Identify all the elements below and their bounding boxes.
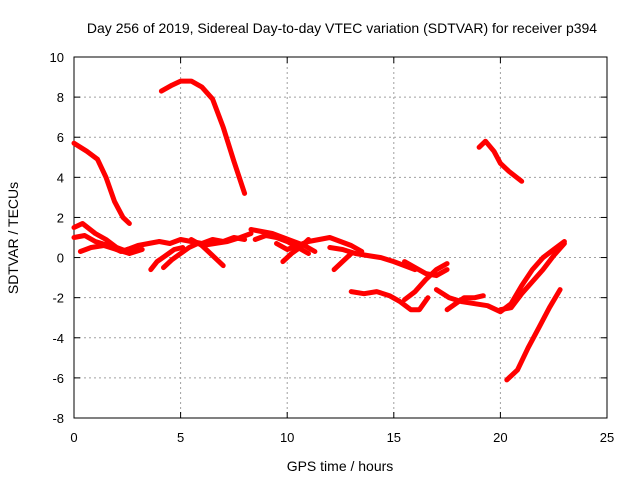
series-arc-10 [188, 237, 226, 269]
series-arc-17 [331, 251, 354, 273]
y-tick-label: 0 [57, 251, 64, 266]
series-arc-15 [280, 237, 311, 265]
x-tick-label: 20 [493, 430, 507, 445]
x-tick-label: 15 [387, 430, 401, 445]
y-tick-label: 8 [57, 90, 64, 105]
series-arc-2 [158, 78, 248, 196]
series-arc-9 [161, 241, 201, 271]
y-tick-label: 2 [57, 210, 64, 225]
series-arc-19 [402, 259, 450, 279]
series-arc-22 [444, 293, 486, 313]
x-tick-label: 25 [600, 430, 614, 445]
series-arc-18 [348, 289, 431, 313]
series-arc-16 [327, 245, 418, 273]
series-arc-8 [148, 245, 186, 273]
y-tick-label: 4 [57, 170, 64, 185]
y-tick-label: -4 [52, 331, 64, 346]
series-arc-11 [199, 231, 254, 248]
series-arc-24 [504, 287, 563, 383]
y-tick-label: 10 [50, 50, 64, 65]
x-axis-label: GPS time / hours [287, 458, 394, 474]
x-tick-label: 10 [280, 430, 294, 445]
plot-frame [73, 56, 608, 419]
series-arc-1 [71, 140, 132, 226]
axis-ticks: 0 5 10 15 20 25 -8 -6 -4 -2 0 2 4 6 8 10 [50, 50, 615, 445]
y-tick-label: 6 [57, 130, 64, 145]
y-axis-label: SDTVAR / TECUs [5, 182, 21, 294]
series-arc-6 [77, 243, 145, 256]
data-series [71, 78, 567, 383]
series-arc-14 [274, 235, 365, 254]
series-arc-20 [402, 261, 450, 303]
grid-lines [74, 57, 607, 418]
series-arc-23 [497, 241, 567, 313]
y-tick-label: -2 [52, 291, 64, 306]
series-arc-3 [476, 138, 525, 184]
x-tick-label: 5 [177, 430, 184, 445]
x-tick-label: 0 [70, 430, 77, 445]
y-tick-label: -8 [52, 411, 64, 426]
y-tick-label: -6 [52, 371, 64, 386]
chart-title: Day 256 of 2019, Sidereal Day-to-day VTE… [87, 20, 597, 36]
